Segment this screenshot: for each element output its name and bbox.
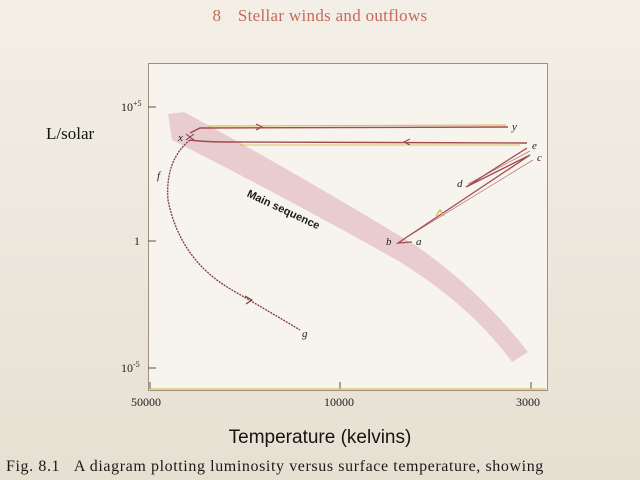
- track-a-to-e: [395, 147, 531, 244]
- track-x-f-g: [167, 139, 301, 331]
- point-label-b: b: [386, 236, 392, 248]
- xtick-label-right: 3000: [516, 395, 540, 409]
- main-sequence-band: [168, 112, 528, 362]
- caption-text: A diagram plotting luminosity versus sur…: [73, 458, 544, 475]
- arrow-ascent: [435, 208, 445, 217]
- caption-fig-label: Fig. 8.1: [6, 458, 61, 475]
- ytick-top-base: 10: [121, 100, 133, 114]
- ytick-label-top: 10+5: [121, 99, 142, 115]
- point-label-x: x: [178, 132, 183, 144]
- figure-caption: Fig. 8.1 A diagram plotting luminosity v…: [0, 458, 640, 476]
- ytick-bottom-exp: -5: [133, 360, 140, 369]
- point-label-e: e: [532, 140, 537, 152]
- ytick-bottom-base: 10: [121, 361, 133, 375]
- arrow-return-track: [402, 138, 411, 146]
- arrow-cooling: [244, 295, 254, 305]
- point-label-a: a: [416, 236, 422, 248]
- track-a-to-e-parallel: [401, 150, 534, 241]
- track-x-to-y: [189, 126, 509, 134]
- track-e-to-x: [189, 139, 528, 144]
- point-x-marker: [185, 133, 195, 141]
- point-label-f: f: [157, 170, 161, 182]
- xtick-label-mid: 10000: [324, 395, 354, 409]
- point-label-c: c: [537, 152, 542, 164]
- arrow-top-track: [255, 123, 264, 131]
- ytick-mid-base: 1: [134, 234, 140, 248]
- chapter-number: 8: [212, 6, 222, 25]
- page-header: 8 Stellar winds and outflows: [0, 6, 640, 26]
- ytick-label-mid: 1: [134, 234, 140, 249]
- xtick-label-left: 50000: [131, 395, 161, 409]
- point-label-y: y: [512, 121, 517, 133]
- y-axis-title: L/solar: [46, 124, 95, 143]
- point-label-d: d: [457, 178, 463, 190]
- point-label-g: g: [302, 328, 308, 340]
- chapter-title: Stellar winds and outflows: [237, 6, 428, 25]
- ytick-label-bottom: 10-5: [121, 360, 140, 376]
- ytick-top-exp: +5: [133, 99, 142, 108]
- track-x-to-y-highlight: [207, 124, 507, 127]
- x-axis-title: Temperature (kelvins): [228, 427, 412, 448]
